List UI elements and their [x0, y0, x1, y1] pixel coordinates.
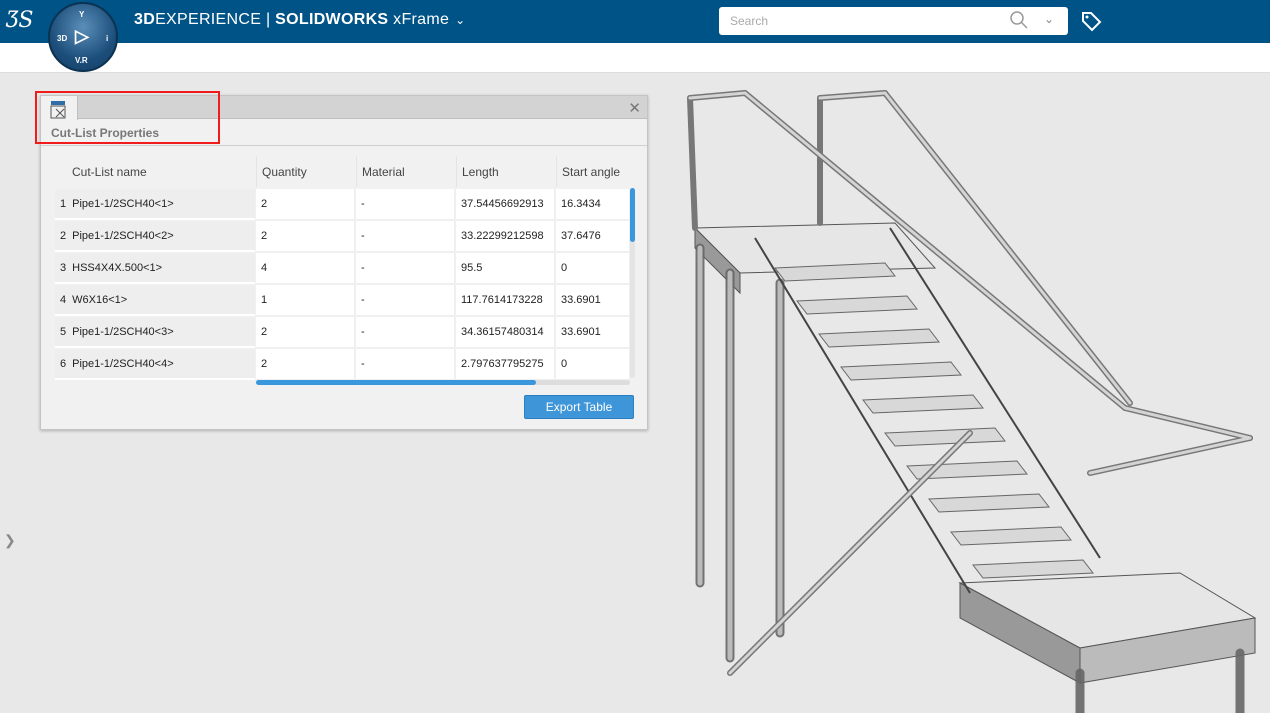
material-cell: - [356, 253, 455, 284]
play-icon: ▷ [75, 26, 89, 46]
start-angle-cell: 16.3434 [556, 189, 630, 220]
table-header: Cut-List name Quantity Material Length Start… [55, 156, 630, 188]
length-cell: 95.5 [456, 253, 555, 284]
tag-icon[interactable] [1080, 10, 1102, 32]
cut-list-icon [50, 101, 66, 119]
start-angle-cell: 37.6476 [556, 221, 630, 252]
search-icon[interactable] [1009, 10, 1029, 30]
chevron-down-icon[interactable]: ⌄ [1044, 12, 1055, 26]
3ds-logo[interactable]: ƷS [6, 8, 34, 33]
length-cell: 117.7614173228 [456, 285, 555, 316]
start-angle-cell: 0 [556, 253, 630, 284]
material-cell: - [356, 317, 455, 348]
quantity-cell: 1 [256, 285, 355, 316]
horizontal-scrollbar[interactable] [256, 380, 630, 385]
top-bar: ƷS Y 3D i V.R ▷ 3DEXPERIENCE | SOLIDWORK… [0, 0, 1270, 72]
app-title[interactable]: 3DEXPERIENCE | SOLIDWORKS xFrame ⌄ [134, 11, 466, 28]
column-header[interactable]: Length [456, 156, 555, 187]
quantity-cell: 2 [256, 189, 355, 220]
stair-step [840, 361, 962, 381]
stair-step [862, 394, 984, 414]
quantity-cell: 2 [256, 317, 355, 348]
table-row[interactable]: 2 Pipe1-1/2SCH40<2> 2-33.22299212598 37.647… [55, 221, 630, 253]
table-row[interactable]: 4 W6X16<1> 1-117.7614173228 33.6901 [55, 285, 630, 317]
row-index: 6 [60, 358, 67, 370]
sub-bar [0, 43, 1270, 73]
chevron-right-icon[interactable]: ❯ [4, 532, 16, 548]
tab-strip: ✕ [41, 96, 647, 120]
material-cell: - [356, 285, 455, 316]
close-icon[interactable]: ✕ [628, 100, 641, 117]
start-angle-cell: 0 [556, 349, 630, 380]
export-table-button[interactable]: Export Table [524, 395, 634, 419]
row-name: HSS4X4X.500<1> [72, 262, 163, 274]
vertical-scrollbar[interactable] [630, 188, 635, 378]
length-cell: 2.797637795275 [456, 349, 555, 380]
row-name: Pipe1-1/2SCH40<4> [72, 358, 174, 370]
column-header[interactable]: Quantity [256, 156, 355, 187]
row-name: Pipe1-1/2SCH40<1> [72, 198, 174, 210]
column-header[interactable]: Material [356, 156, 455, 187]
length-cell: 34.36157480314 [456, 317, 555, 348]
cut-list-name: 4 W6X16<1> [55, 285, 255, 316]
cut-list-name: 1 Pipe1-1/2SCH40<1> [55, 189, 255, 220]
table-row[interactable]: 3 HSS4X4X.500<1> 4-95.5 0 [55, 253, 630, 285]
row-name: Pipe1-1/2SCH40<2> [72, 230, 174, 242]
scroll-thumb[interactable] [256, 380, 536, 385]
table-row[interactable]: 6 Pipe1-1/2SCH40<4> 2-2.797637795275 0 [55, 349, 630, 381]
stair-step [796, 295, 918, 315]
chevron-down-icon[interactable]: ⌄ [455, 13, 466, 27]
stair-step [972, 559, 1094, 579]
column-header[interactable]: Cut-List name [72, 165, 147, 179]
stair-step [818, 328, 940, 348]
column-header[interactable]: Start angle [556, 156, 630, 187]
stair-step [928, 493, 1050, 513]
table-row[interactable]: 5 Pipe1-1/2SCH40<3> 2-34.36157480314 33.690… [55, 317, 630, 349]
row-index: 1 [60, 198, 67, 210]
row-name: Pipe1-1/2SCH40<3> [72, 326, 174, 338]
stair-step [950, 526, 1072, 546]
row-index: 3 [60, 262, 67, 274]
row-index: 5 [60, 326, 67, 338]
quantity-cell: 2 [256, 221, 355, 252]
row-index: 4 [60, 294, 67, 306]
row-index: 2 [60, 230, 67, 242]
staircase-3d-model[interactable] [660, 73, 1270, 713]
start-angle-cell: 33.6901 [556, 317, 630, 348]
quantity-cell: 4 [256, 253, 355, 284]
panel-title: Cut-List Properties [51, 126, 160, 140]
cut-list-name: 2 Pipe1-1/2SCH40<2> [55, 221, 255, 252]
cut-list-name: 3 HSS4X4X.500<1> [55, 253, 255, 284]
table-row[interactable]: 1 Pipe1-1/2SCH40<1> 2-37.54456692913 16.343… [55, 189, 630, 221]
cut-list-name: 5 Pipe1-1/2SCH40<3> [55, 317, 255, 348]
cut-list-name: 6 Pipe1-1/2SCH40<4> [55, 349, 255, 380]
start-angle-cell: 33.6901 [556, 285, 630, 316]
material-cell: - [356, 221, 455, 252]
length-cell: 33.22299212598 [456, 221, 555, 252]
compass-icon[interactable]: Y 3D i V.R ▷ [48, 2, 118, 72]
cut-list-panel: ✕ Cut-List Properties Cut-List name Quant… [40, 95, 648, 430]
quantity-cell: 2 [256, 349, 355, 380]
material-cell: - [356, 189, 455, 220]
stair-step [774, 262, 896, 282]
tab-cut-list[interactable] [41, 96, 78, 120]
scroll-thumb[interactable] [630, 188, 635, 242]
divider [41, 145, 647, 146]
material-cell: - [356, 349, 455, 380]
highlight-box [35, 91, 220, 144]
stair-step [884, 427, 1006, 447]
row-name: W6X16<1> [72, 294, 128, 306]
length-cell: 37.54456692913 [456, 189, 555, 220]
search-input[interactable]: Search ⌄ [719, 7, 1068, 35]
